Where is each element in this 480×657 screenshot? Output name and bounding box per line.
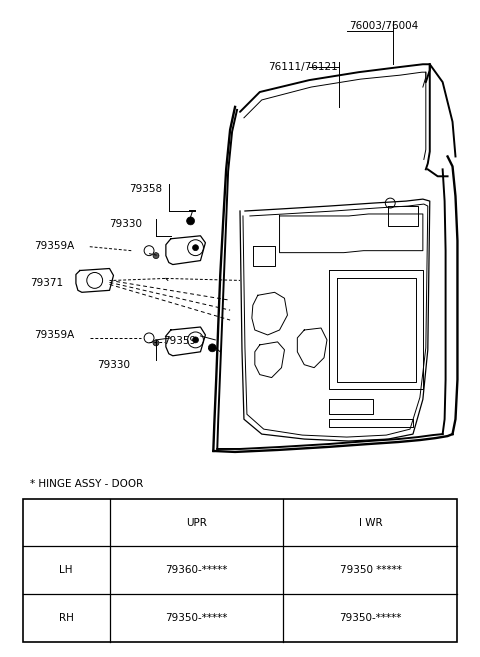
Text: UPR: UPR bbox=[186, 518, 207, 528]
Text: 79371: 79371 bbox=[30, 279, 63, 288]
Text: 79350-*****: 79350-***** bbox=[339, 614, 402, 623]
Text: 79359A: 79359A bbox=[35, 330, 75, 340]
Text: 79350 *****: 79350 ***** bbox=[339, 566, 401, 576]
Text: 79359A: 79359A bbox=[35, 240, 75, 251]
Text: LH: LH bbox=[60, 566, 73, 576]
Circle shape bbox=[153, 253, 159, 259]
Text: I WR: I WR bbox=[359, 518, 382, 528]
Text: 79350-*****: 79350-***** bbox=[165, 614, 228, 623]
Text: 76111/76121: 76111/76121 bbox=[268, 62, 337, 72]
Circle shape bbox=[153, 340, 159, 346]
Text: * HINGE ASSY - DOOR: * HINGE ASSY - DOOR bbox=[30, 479, 144, 489]
Text: 76003/76004: 76003/76004 bbox=[349, 20, 418, 31]
Bar bbox=[23, 499, 457, 643]
Circle shape bbox=[192, 244, 199, 251]
Text: 79360-*****: 79360-***** bbox=[165, 566, 228, 576]
Text: 79330: 79330 bbox=[96, 360, 130, 370]
Text: 79330: 79330 bbox=[109, 219, 143, 229]
Text: 79358: 79358 bbox=[129, 184, 162, 194]
Text: RH: RH bbox=[59, 614, 73, 623]
Circle shape bbox=[208, 344, 216, 351]
Circle shape bbox=[192, 337, 199, 343]
Text: 79359: 79359 bbox=[163, 336, 196, 346]
Circle shape bbox=[187, 217, 194, 225]
